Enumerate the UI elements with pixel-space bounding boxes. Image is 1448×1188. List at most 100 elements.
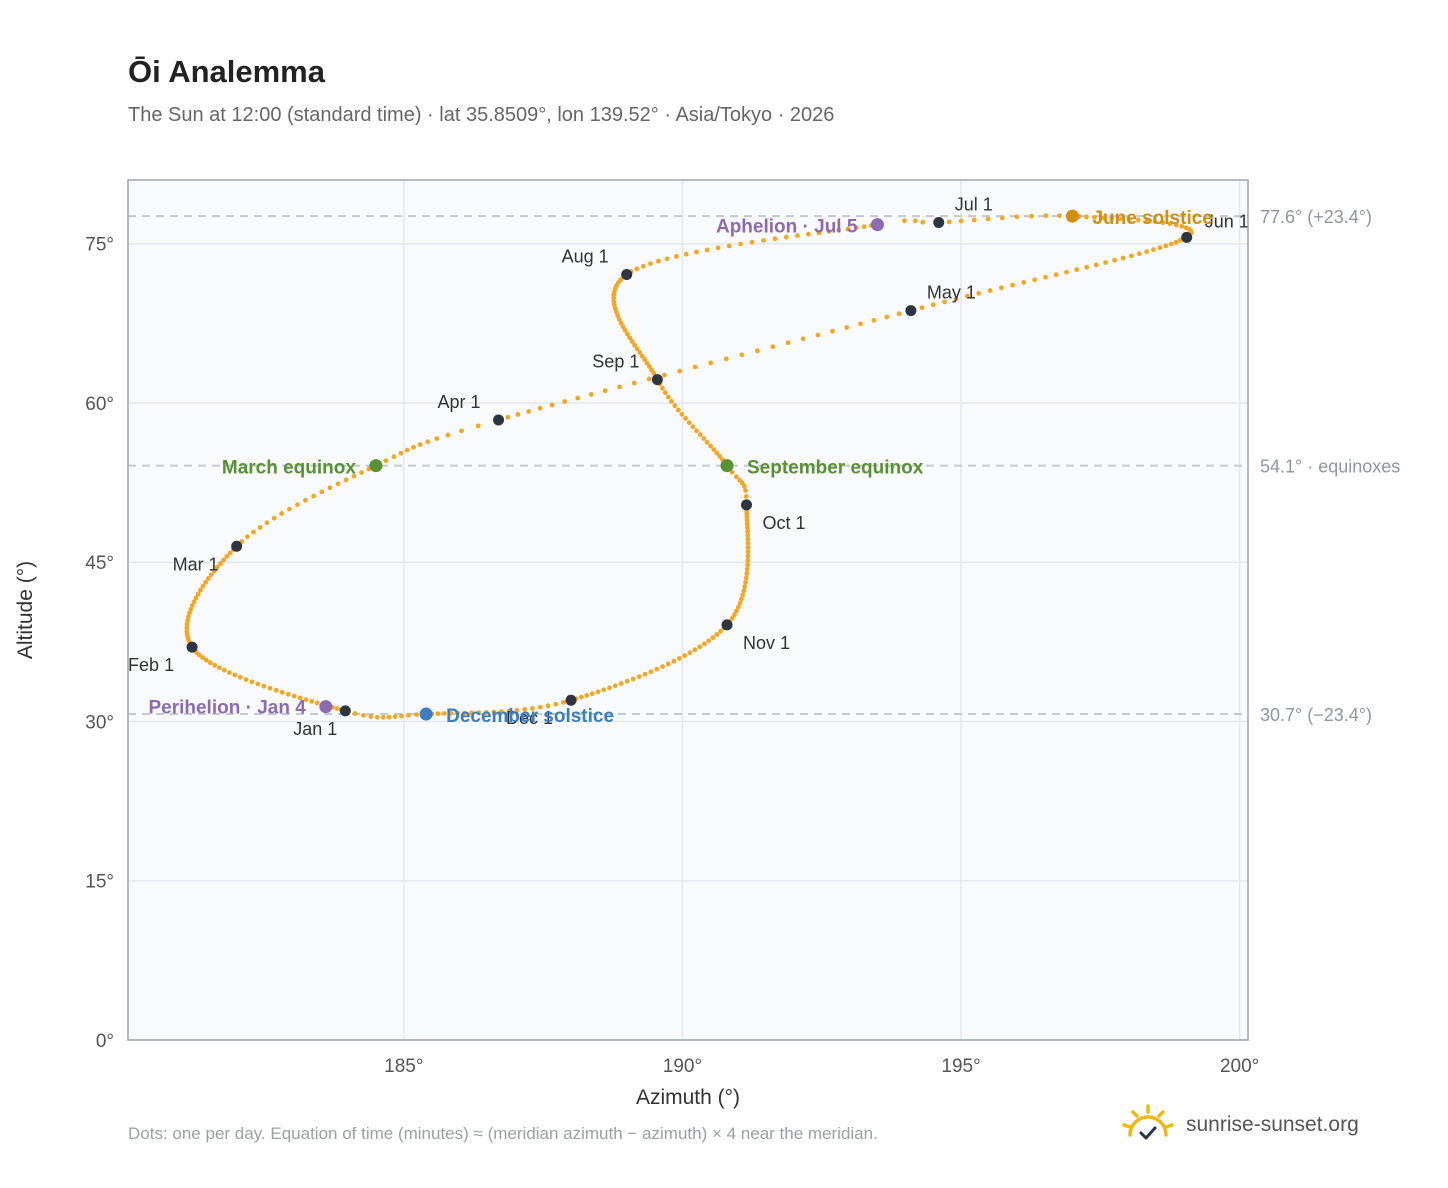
month-marker: [741, 499, 753, 511]
day-dot: [441, 711, 447, 716]
x-tick-label: 185°: [384, 1056, 423, 1077]
day-dot: [706, 638, 712, 644]
day-dot: [612, 683, 618, 689]
day-dot: [735, 604, 741, 610]
day-dot: [602, 388, 608, 394]
day-dot: [785, 340, 791, 346]
day-dot: [351, 473, 357, 479]
day-dot: [815, 332, 821, 338]
day-dot: [858, 321, 863, 327]
day-dot: [237, 674, 243, 680]
day-dot: [217, 561, 223, 566]
day-dot: [913, 218, 918, 224]
day-dot: [483, 710, 489, 715]
month-marker: [905, 305, 917, 317]
day-dot: [704, 247, 710, 253]
day-dot: [1183, 225, 1189, 231]
day-dot: [985, 216, 991, 222]
day-dot: [745, 558, 751, 563]
day-dot: [726, 243, 732, 249]
y-axis-label: Altitude (°): [14, 561, 37, 659]
day-dot: [744, 514, 750, 520]
day-dot: [613, 309, 619, 315]
day-dot: [303, 697, 309, 703]
month-marker-label: Dec 1: [506, 708, 553, 728]
day-dot: [1135, 217, 1141, 223]
day-dot: [665, 661, 671, 667]
grid: [128, 180, 1248, 1041]
day-dot: [919, 305, 925, 311]
event-label: March equinox: [222, 458, 357, 479]
day-dot: [514, 707, 520, 713]
day-dot: [1177, 238, 1183, 243]
day-dot: [871, 317, 877, 323]
day-dot: [629, 339, 635, 344]
month-marker-label: Oct 1: [763, 513, 806, 533]
day-dot: [184, 625, 190, 631]
day-dot: [279, 689, 285, 695]
day-dot: [1151, 247, 1156, 253]
day-dot: [224, 554, 230, 559]
day-dot: [208, 572, 214, 578]
day-dot: [526, 409, 532, 414]
day-dot: [648, 669, 654, 675]
day-dot: [575, 395, 581, 401]
day-dot: [476, 710, 482, 716]
day-dot: [723, 356, 729, 362]
day-dot: [374, 714, 380, 720]
day-dot: [1014, 214, 1020, 220]
day-dot: [243, 677, 249, 682]
day-dot: [958, 218, 964, 224]
day-dot: [745, 528, 751, 534]
day-dot: [624, 331, 630, 337]
event-marker: [369, 459, 383, 473]
day-dot: [742, 584, 748, 590]
month-marker-label: Mar 1: [173, 554, 219, 574]
day-dot: [216, 665, 222, 671]
day-dot: [672, 403, 678, 409]
day-dot: [738, 241, 744, 247]
day-dot: [805, 231, 811, 237]
day-dot: [1091, 214, 1097, 220]
day-dot: [694, 249, 699, 255]
day-dot: [761, 238, 766, 243]
day-dot: [637, 350, 643, 355]
month-marker: [493, 414, 505, 426]
day-dot: [701, 436, 707, 441]
event-label: Aphelion · Jul 5: [716, 217, 858, 238]
month-marker-label: Jul 1: [955, 194, 993, 214]
day-dot: [1129, 253, 1134, 259]
day-dot: [414, 712, 420, 718]
day-dot: [830, 328, 835, 334]
day-dot: [729, 469, 735, 475]
day-dot: [1173, 239, 1179, 245]
month-marker-label: May 1: [927, 283, 976, 303]
day-dot: [683, 251, 689, 257]
day-dot: [417, 442, 423, 447]
day-dot: [200, 583, 206, 589]
plot-frame: [127, 179, 1249, 1041]
day-dot: [737, 600, 743, 606]
day-dot: [221, 667, 227, 673]
month-marker-label: Jun 1: [1205, 211, 1249, 231]
day-dot: [634, 346, 640, 352]
day-dot: [203, 657, 209, 663]
day-dot: [617, 384, 622, 390]
y-tick-label: 45°: [85, 553, 114, 574]
day-dot: [214, 564, 220, 570]
day-dot: [506, 708, 512, 714]
day-dot: [1029, 213, 1034, 219]
day-dot: [279, 511, 285, 516]
day-dot: [711, 447, 717, 453]
day-dot: [1152, 219, 1158, 225]
day-dot: [186, 614, 191, 620]
day-dot: [191, 599, 197, 605]
day-dot: [710, 635, 716, 641]
month-marker: [621, 268, 633, 280]
day-dot: [1100, 215, 1106, 221]
brand-logo[interactable]: sunrise-sunset.org: [1120, 1100, 1359, 1150]
day-dot: [745, 562, 750, 568]
day-dot: [195, 591, 201, 597]
reference-lines: 77.6° (+23.4°) 54.1° · equinoxes 30.7° (−2…: [128, 207, 1400, 725]
day-dot: [391, 454, 397, 460]
